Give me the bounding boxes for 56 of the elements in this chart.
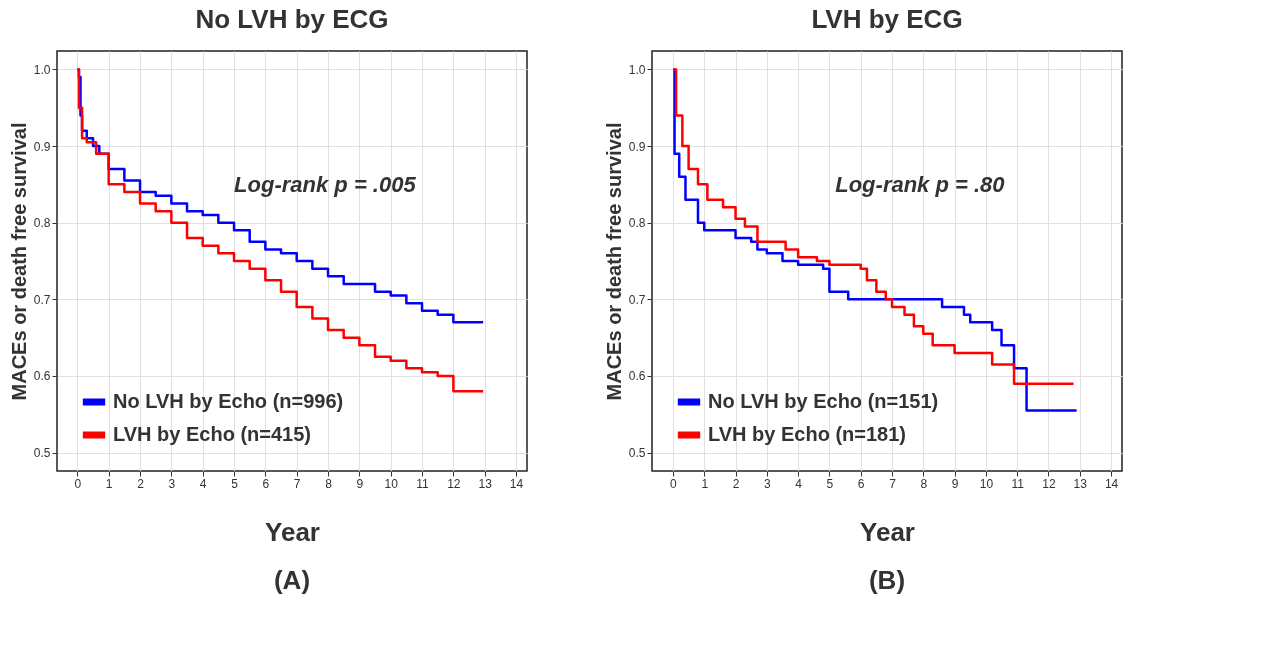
x-tick-label: 1 xyxy=(105,476,113,491)
x-tick-label: 9 xyxy=(951,476,959,491)
x-axis-title: Year xyxy=(860,516,915,547)
x-tick-label: 11 xyxy=(1011,476,1025,491)
x-tick-label: 14 xyxy=(1104,476,1119,491)
chart-title: LVH by ECG xyxy=(811,4,963,34)
x-tick-label: 12 xyxy=(447,476,461,491)
chart-title: No LVH by ECG xyxy=(195,4,389,34)
x-tick-label: 7 xyxy=(293,476,301,491)
annotation: Log-rank p = .80 xyxy=(835,172,1006,198)
x-tick-label: 2 xyxy=(732,476,740,491)
y-axis-title: MACEs or death free survival xyxy=(7,122,30,401)
legend-label: LVH by Echo (n=181) xyxy=(708,423,907,445)
x-tick-label: 5 xyxy=(826,476,834,491)
x-tick-label: 0 xyxy=(670,476,678,491)
x-tick-label: 14 xyxy=(509,476,524,491)
x-tick-label: 8 xyxy=(325,476,333,491)
y-tick-label: 1.0 xyxy=(33,62,51,77)
annotation: Log-rank p = .005 xyxy=(234,172,417,198)
y-tick-label: 0.6 xyxy=(628,369,646,384)
y-tick-label: 0.9 xyxy=(33,139,51,154)
legend-label: No LVH by Echo (n=996) xyxy=(113,390,344,412)
y-tick-label: 0.8 xyxy=(33,216,51,231)
x-tick-label: 8 xyxy=(920,476,928,491)
x-tick-label: 5 xyxy=(231,476,239,491)
x-tick-label: 6 xyxy=(857,476,865,491)
x-tick-label: 3 xyxy=(168,476,176,491)
legend-label: No LVH by Echo (n=151) xyxy=(708,390,939,412)
legend-label: LVH by Echo (n=415) xyxy=(113,423,312,445)
y-tick-label: 0.7 xyxy=(33,292,51,307)
x-tick-label: 4 xyxy=(199,476,207,491)
y-axis-title: MACEs or death free survival xyxy=(602,122,625,401)
y-tick-label: 0.5 xyxy=(628,446,646,461)
x-tick-label: 13 xyxy=(478,476,493,491)
y-tick-label: 0.9 xyxy=(628,139,646,154)
x-tick-label: 2 xyxy=(137,476,145,491)
y-tick-label: 0.8 xyxy=(628,216,646,231)
x-tick-label: 3 xyxy=(764,476,771,491)
y-tick-label: 0.5 xyxy=(33,446,51,461)
x-tick-label: 11 xyxy=(416,476,430,491)
x-tick-label: 7 xyxy=(889,476,897,491)
text: (A) xyxy=(273,565,311,595)
x-tick-label: 0 xyxy=(74,476,82,491)
x-tick-label: 6 xyxy=(262,476,270,491)
y-tick-label: 0.7 xyxy=(628,292,646,307)
y-tick-label: 1.0 xyxy=(628,62,646,77)
x-tick-label: 13 xyxy=(1073,476,1088,491)
x-tick-label: 12 xyxy=(1042,476,1056,491)
x-tick-label: 9 xyxy=(356,476,364,491)
text: (B) xyxy=(868,565,906,595)
x-tick-label: 1 xyxy=(701,476,709,491)
x-tick-label: 10 xyxy=(384,476,399,491)
x-tick-label: 10 xyxy=(979,476,994,491)
x-tick-label: 4 xyxy=(795,476,803,491)
y-tick-label: 0.6 xyxy=(33,369,51,384)
x-axis-title: Year xyxy=(265,516,320,547)
